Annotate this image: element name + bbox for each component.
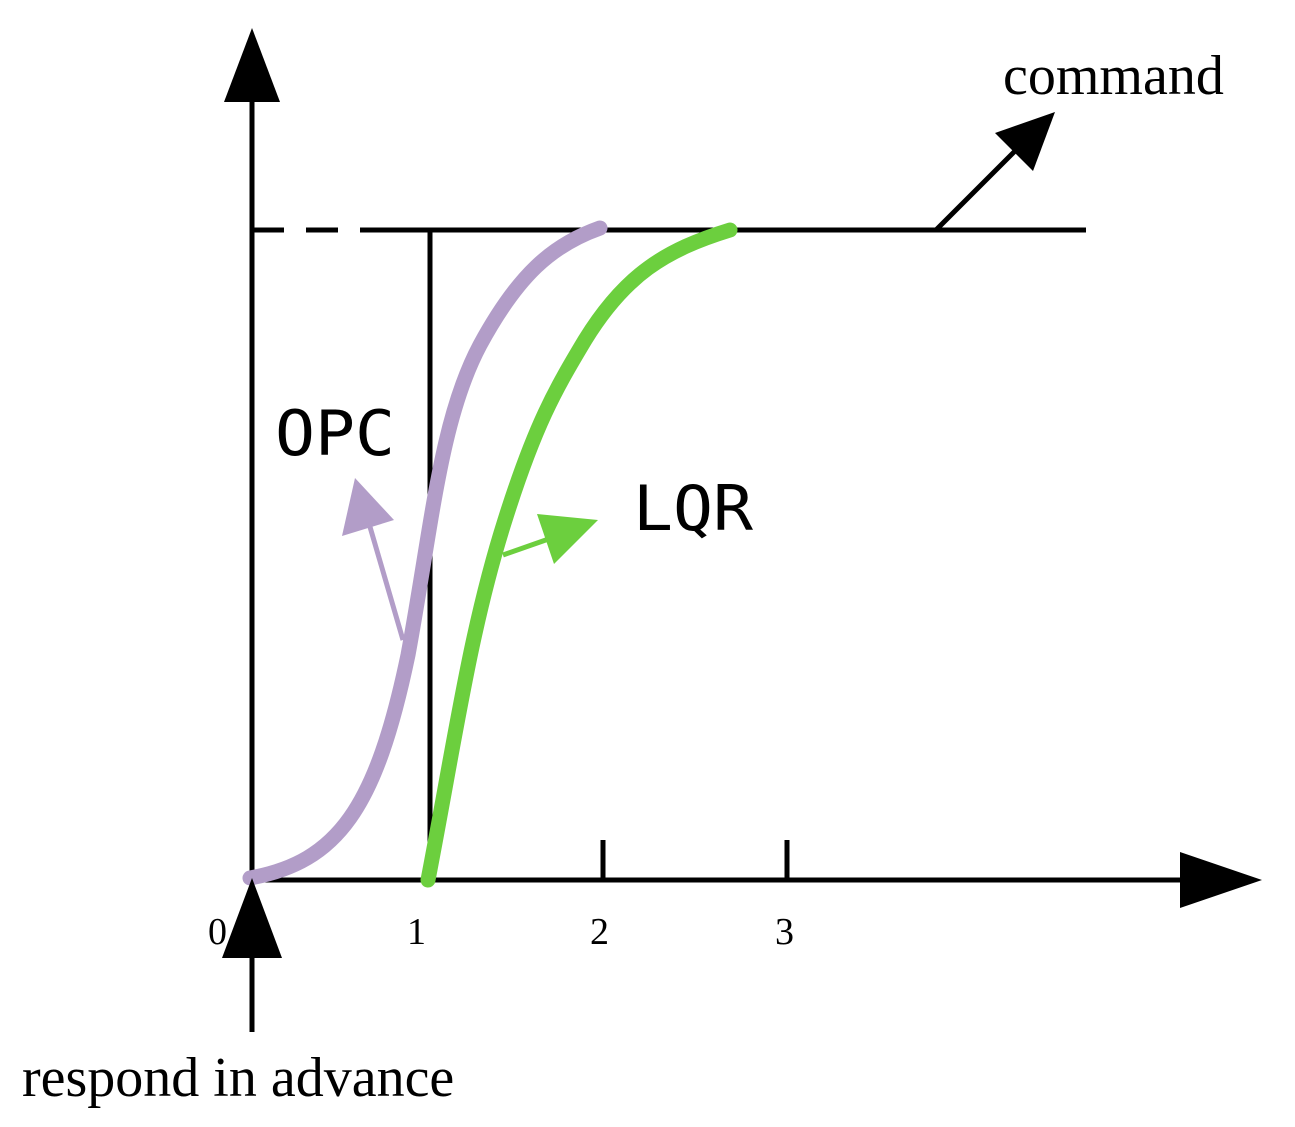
command-pointer-line: [934, 142, 1024, 232]
command-pointer-arrowhead-icon: [995, 112, 1055, 171]
opc-label: OPC: [275, 397, 395, 470]
opc-pointer-arrowhead-icon: [342, 478, 394, 536]
respond-in-advance-label: respond in advance: [22, 1047, 454, 1109]
x-tick-label-1: 1: [407, 911, 426, 953]
command-label: command: [1003, 45, 1224, 107]
y-axis-arrowhead-icon: [224, 28, 280, 102]
lqr-label: LQR: [633, 472, 754, 545]
x-tick-label-0: 0: [208, 911, 227, 953]
lqr-response-curve: [420, 222, 738, 888]
advance-pointer-arrowhead-icon: [222, 878, 282, 958]
lqr-pointer-arrowhead-icon: [537, 514, 598, 564]
x-axis-arrowhead-icon: [1180, 852, 1262, 908]
x-tick-label-3: 3: [775, 911, 794, 953]
opc-response-curve: [242, 220, 608, 886]
opc-pointer-line: [365, 519, 406, 641]
x-tick-label-2: 2: [590, 911, 609, 953]
